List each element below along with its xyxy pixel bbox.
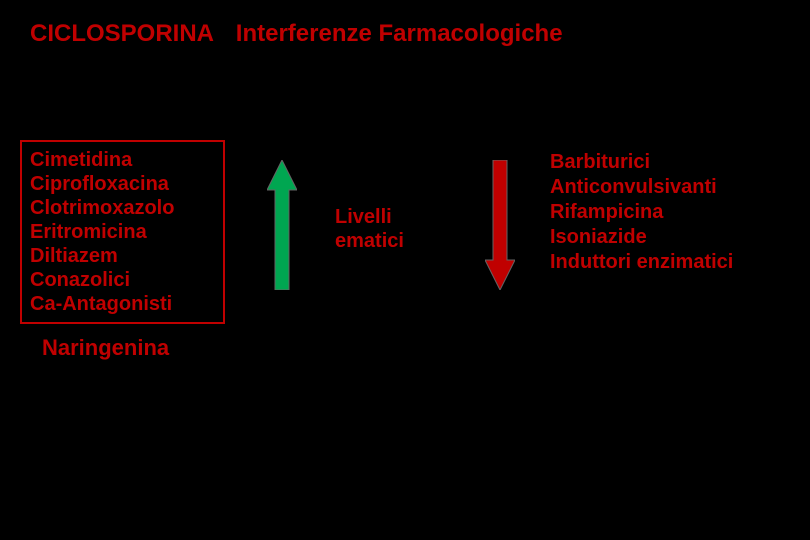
arrow-up-icon <box>267 160 297 290</box>
slide-title: CICLOSPORINA Interferenze Farmacologiche <box>30 20 563 48</box>
inhibitors-box: Cimetidina Ciprofloxacina Clotrimoxazolo… <box>20 140 225 324</box>
list-item: Diltiazem <box>30 244 215 268</box>
list-item: Ca-Antagonisti <box>30 292 215 316</box>
list-item: Conazolici <box>30 268 215 292</box>
inducers-list: Barbiturici Anticonvulsivanti Rifampicin… <box>550 150 733 275</box>
slide: CICLOSPORINA Interferenze Farmacologiche… <box>0 0 810 540</box>
list-item: Barbiturici <box>550 150 733 175</box>
center-line2: ematici <box>335 229 404 253</box>
center-label: Livelli ematici <box>335 205 404 253</box>
list-item: Induttori enzimatici <box>550 250 733 275</box>
center-line1: Livelli <box>335 205 404 229</box>
title-part2: Interferenze Farmacologiche <box>236 20 563 47</box>
list-item: Isoniazide <box>550 225 733 250</box>
list-item: Rifampicina <box>550 200 733 225</box>
list-item: Anticonvulsivanti <box>550 175 733 200</box>
list-item: Clotrimoxazolo <box>30 196 215 220</box>
extra-item: Naringenina <box>42 335 169 361</box>
list-item: Cimetidina <box>30 148 215 172</box>
title-part1: CICLOSPORINA <box>30 20 213 47</box>
list-item: Ciprofloxacina <box>30 172 215 196</box>
arrow-down-icon <box>485 160 515 290</box>
list-item: Eritromicina <box>30 220 215 244</box>
